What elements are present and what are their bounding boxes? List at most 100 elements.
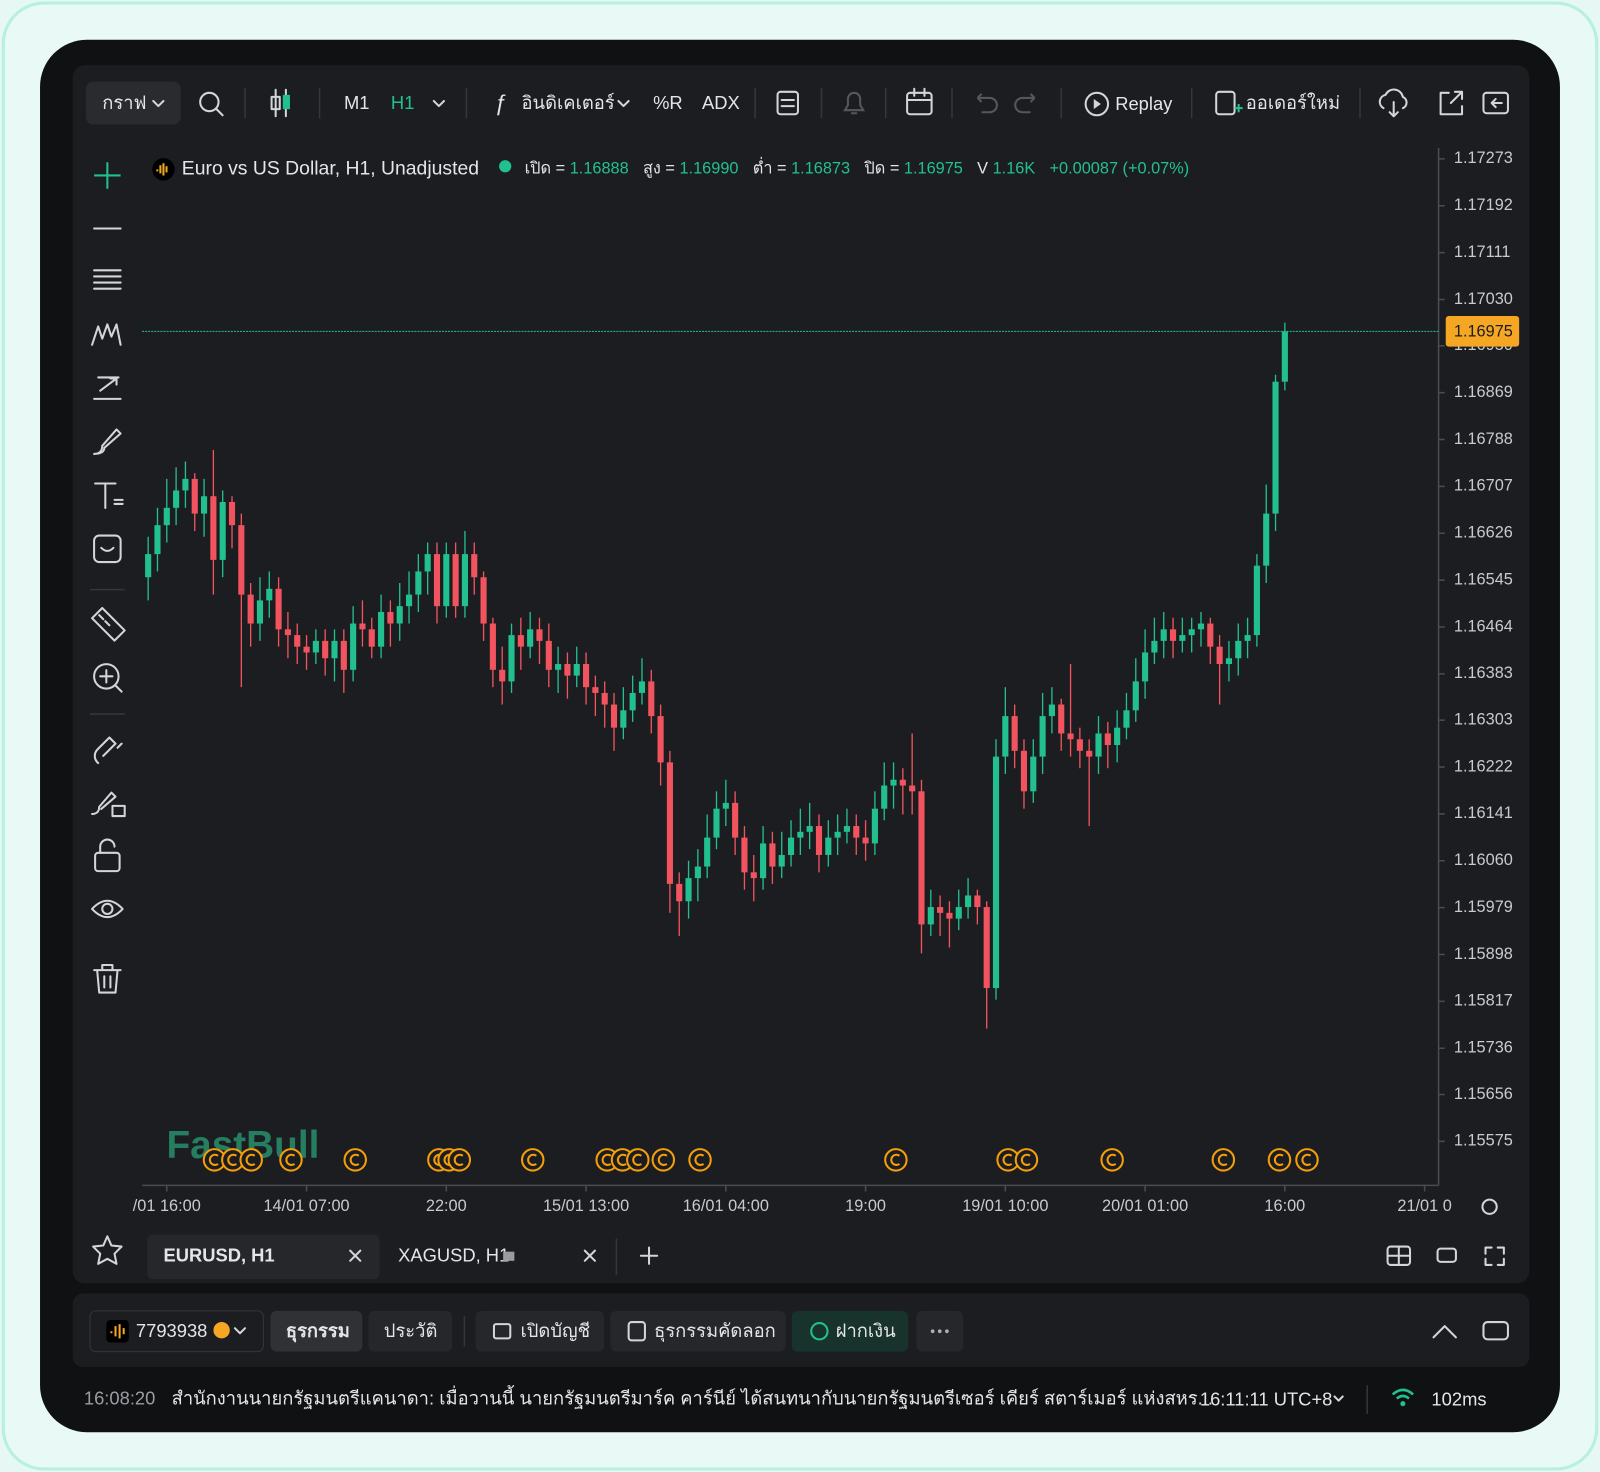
visibility-tool xyxy=(101,902,114,916)
timeframe[interactable]: M1 xyxy=(344,92,370,113)
text-tool[interactable] xyxy=(94,482,124,510)
news-ticker[interactable]: สำนักงานนายกรัฐมนตรีแคนาดา: เมื่อวานนี้ … xyxy=(172,1384,1213,1409)
replay-icon xyxy=(1093,98,1101,110)
function-icon[interactable]: ƒ xyxy=(494,90,506,115)
candle-body xyxy=(517,635,524,647)
quote-label: ต่ำ = xyxy=(753,157,787,178)
button-label[interactable]: เปิดบัญชี xyxy=(520,1320,590,1342)
candle-body xyxy=(294,635,301,647)
button-label[interactable]: ธุรกรรม xyxy=(286,1320,350,1343)
brush-tool[interactable] xyxy=(93,428,122,455)
exit-icon[interactable] xyxy=(1482,91,1509,115)
replay-icon[interactable] xyxy=(1084,91,1110,117)
account-logo xyxy=(110,1324,125,1339)
x-tick-label: 19:00 xyxy=(845,1197,886,1215)
indicator-shortcut[interactable]: %R xyxy=(653,92,683,113)
deposit-button[interactable] xyxy=(791,1310,909,1352)
popout-icon[interactable] xyxy=(1439,90,1464,116)
chart-menu-button[interactable] xyxy=(85,81,181,125)
tab-label[interactable]: XAGUSD, H1 xyxy=(398,1245,509,1266)
tab-active[interactable] xyxy=(147,1234,380,1280)
visibility-tool[interactable] xyxy=(91,899,124,919)
delete-tool[interactable] xyxy=(93,963,122,994)
candle-body xyxy=(918,791,925,925)
window-icon[interactable] xyxy=(1482,1321,1509,1341)
expand-icon[interactable] xyxy=(1432,1325,1457,1339)
y-tick-label: 1.17030 xyxy=(1454,290,1513,308)
event-marker xyxy=(227,1153,238,1166)
candle-body xyxy=(657,716,664,763)
indicators[interactable]: อินดิเคเตอร์ xyxy=(522,92,615,113)
lock-drawings-tool[interactable] xyxy=(91,791,126,818)
candle-body xyxy=(555,664,562,670)
candle-body xyxy=(1151,640,1158,653)
y-tick-label: 1.15736 xyxy=(1454,1039,1513,1057)
crosshair-tool[interactable] xyxy=(94,162,121,189)
close-tab[interactable] xyxy=(583,1249,596,1262)
undo-icon[interactable] xyxy=(976,93,998,114)
candle-body xyxy=(368,629,375,647)
button[interactable] xyxy=(610,1310,786,1352)
timeframe-active[interactable]: H1 xyxy=(391,92,414,113)
close-tab[interactable] xyxy=(349,1249,362,1262)
chevron[interactable] xyxy=(432,99,446,108)
new-order[interactable]: ออเดอร์ใหม่ xyxy=(1246,92,1340,113)
symbol-logo xyxy=(156,163,168,176)
button[interactable] xyxy=(475,1310,605,1352)
candle-body xyxy=(760,843,767,879)
y-tick-label: 1.16545 xyxy=(1454,570,1513,588)
wifi-icon xyxy=(1391,1388,1414,1400)
button-label[interactable]: ประวัติ xyxy=(384,1320,438,1341)
redo-icon[interactable] xyxy=(1014,93,1036,114)
candle-body xyxy=(350,623,357,670)
y-tick-label: 1.15898 xyxy=(1454,945,1513,963)
y-tick-label: 1.15979 xyxy=(1454,898,1513,916)
candle-body xyxy=(154,525,161,555)
button-label[interactable]: ธุรกรรมคัดลอก xyxy=(654,1320,776,1343)
order-icon xyxy=(1234,104,1243,113)
button-active[interactable] xyxy=(270,1310,363,1352)
chevron[interactable] xyxy=(1333,1395,1344,1402)
account-button[interactable] xyxy=(89,1310,264,1353)
button-label[interactable]: ฝากเงิน xyxy=(836,1320,896,1341)
replay[interactable]: Replay xyxy=(1115,93,1173,114)
candle-body xyxy=(275,588,282,630)
pattern-tool[interactable] xyxy=(91,323,122,346)
trend-tool[interactable] xyxy=(93,376,122,400)
account-id[interactable]: 7793938 xyxy=(136,1320,207,1341)
window-icon[interactable] xyxy=(1436,1247,1457,1263)
indicator-shortcut[interactable]: ADX xyxy=(702,92,740,113)
template-icon[interactable] xyxy=(776,90,799,116)
ruler-tool[interactable] xyxy=(91,606,126,642)
unlock-tool[interactable] xyxy=(94,851,121,873)
event-marker xyxy=(453,1153,464,1166)
chart-menu[interactable]: กราฟ xyxy=(102,92,146,113)
event-marker xyxy=(1100,1148,1124,1172)
y-tick-label: 1.16303 xyxy=(1454,710,1513,728)
candle-body xyxy=(564,664,571,676)
chevron xyxy=(233,1327,247,1335)
favorite-icon[interactable] xyxy=(92,1235,123,1265)
candle-body xyxy=(834,831,841,838)
search-icon[interactable] xyxy=(199,91,220,113)
cloud-icon[interactable] xyxy=(1378,88,1408,118)
order-icon[interactable] xyxy=(1215,90,1236,116)
emoji-tool[interactable] xyxy=(93,534,122,564)
calendar-icon[interactable] xyxy=(906,91,933,116)
candle-body xyxy=(1020,750,1028,792)
fullscreen-icon[interactable] xyxy=(1484,1246,1505,1266)
settings-icon[interactable] xyxy=(1481,1198,1498,1215)
tab-label[interactable]: EURUSD, H1 xyxy=(163,1245,274,1266)
event-marker xyxy=(343,1148,367,1172)
deposit-icon xyxy=(810,1322,829,1341)
button[interactable] xyxy=(368,1310,453,1352)
alert-icon[interactable] xyxy=(843,91,866,115)
fib-tool[interactable] xyxy=(93,269,122,290)
y-tick-label: 1.17273 xyxy=(1454,149,1513,167)
magnet-tool[interactable] xyxy=(93,736,123,765)
event-marker xyxy=(245,1153,256,1166)
zoom-tool[interactable] xyxy=(93,663,120,690)
add-tab[interactable] xyxy=(639,1246,659,1265)
candle-body xyxy=(405,594,413,607)
candle-body xyxy=(573,664,580,676)
